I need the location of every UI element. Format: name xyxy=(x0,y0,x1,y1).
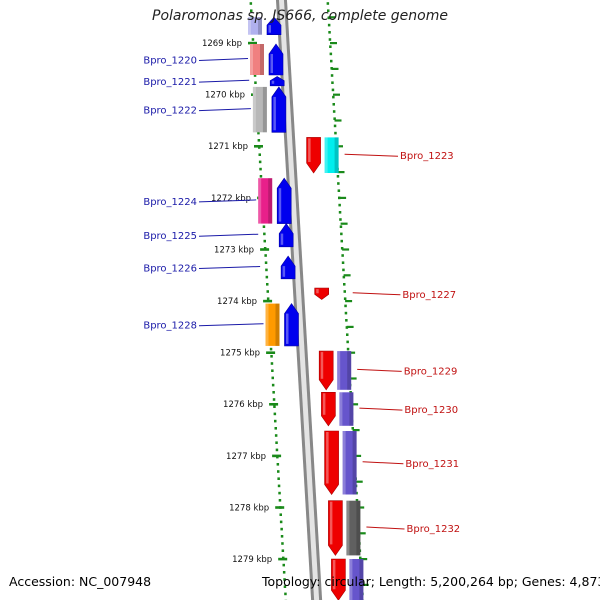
gene-label-Bpro_1231: Bpro_1231 xyxy=(405,459,459,470)
cds-arrow-Bpro_1219 xyxy=(266,16,282,36)
cds-arrow-Bpro_1230 xyxy=(321,391,336,427)
ruler-tick-label: 1273 kbp xyxy=(214,245,254,255)
cog-box-Bpro_1222 xyxy=(252,86,267,133)
cog-box-Bpro_1229 xyxy=(337,351,352,390)
gene-label-Bpro_1222: Bpro_1222 xyxy=(143,106,197,117)
cds-arrow-Bpro_1232 xyxy=(328,500,343,556)
gene-label-Bpro_1227: Bpro_1227 xyxy=(402,290,456,301)
gene-leader-Bpro_1223 xyxy=(344,153,399,157)
ruler-tick-label: 1269 kbp xyxy=(202,39,242,49)
gene-features xyxy=(248,16,364,600)
gene-leader-Bpro_1224 xyxy=(198,199,257,203)
cds-arrow-Bpro_1220 xyxy=(268,43,284,76)
ruler-tick-label: 1270 kbp xyxy=(205,91,245,101)
ruler-tick-mark xyxy=(275,506,285,509)
cds-arrow-Bpro_1227 xyxy=(314,287,330,300)
ruler-tick-label: 1274 kbp xyxy=(217,297,257,307)
gene-label-Bpro_1221: Bpro_1221 xyxy=(143,77,197,88)
ruler-tick-label: 1277 kbp xyxy=(226,452,266,462)
ruler-tick-label: 1276 kbp xyxy=(223,400,263,410)
cds-arrow-Bpro_1222 xyxy=(271,86,287,133)
ruler-tick-label: 1272 kbp xyxy=(211,194,251,204)
topology-text: Topology: circular; Length: 5,200,264 bp… xyxy=(262,574,600,589)
gene-leader-Bpro_1222 xyxy=(198,108,251,112)
gene-leader-Bpro_1228 xyxy=(198,323,264,327)
backbone-fill xyxy=(277,0,321,600)
ruler-ticks: 1269 kbp 1270 kbp 1271 kbp 1272 kbp 1273 kbp… xyxy=(202,2,369,600)
gene-label-Bpro_1224: Bpro_1224 xyxy=(143,197,197,208)
gene-label-Bpro_1232: Bpro_1232 xyxy=(407,524,461,535)
gene-leader-Bpro_1229 xyxy=(357,368,402,372)
ruler-tick-label: 1275 kbp xyxy=(220,349,260,359)
cds-arrow-Bpro_1226 xyxy=(280,255,296,280)
cog-box-Bpro_1230 xyxy=(339,392,354,426)
gene-label-Bpro_1230: Bpro_1230 xyxy=(404,405,458,416)
cds-arrow-Bpro_1223 xyxy=(306,137,321,174)
backbone-line xyxy=(275,0,315,600)
gene-leader-Bpro_1221 xyxy=(198,79,250,83)
ruler-tick-mark xyxy=(260,248,270,251)
gene-label-Bpro_1228: Bpro_1228 xyxy=(143,321,197,332)
cog-box-Bpro_1233 xyxy=(349,559,364,600)
ruler-tick-mark xyxy=(263,299,273,303)
cds-arrow-Bpro_1225 xyxy=(278,223,294,248)
gene-label-Bpro_1229: Bpro_1229 xyxy=(404,366,458,377)
backbone-line xyxy=(283,0,323,600)
gene-label-Bpro_1226: Bpro_1226 xyxy=(143,263,197,274)
gene-leader-Bpro_1232 xyxy=(366,526,405,530)
accession-text: Accession: NC_007948 xyxy=(9,574,152,589)
gene-leader-Bpro_1226 xyxy=(198,266,261,269)
ruler-tick-mark xyxy=(278,557,288,561)
gene-leader-Bpro_1220 xyxy=(198,58,249,62)
gene-label-Bpro_1223: Bpro_1223 xyxy=(400,151,454,162)
gene-leader-Bpro_1227 xyxy=(352,292,401,296)
cog-box-Bpro_1220 xyxy=(250,44,264,75)
gene-leader-Bpro_1230 xyxy=(359,407,403,411)
cog-box-Bpro_1219 xyxy=(248,17,262,35)
cds-arrow-Bpro_1228 xyxy=(284,303,299,347)
ruler-tick-mark xyxy=(269,403,279,406)
gene-labels: Bpro_1220 Bpro_1221 Bpro_1222 Bpro_1223 Bpro… xyxy=(143,56,460,536)
cog-box-Bpro_1231 xyxy=(342,431,357,495)
gene-leader-Bpro_1225 xyxy=(198,233,259,237)
ruler-tick-label: 1278 kbp xyxy=(229,503,269,513)
gene-label-Bpro_1225: Bpro_1225 xyxy=(143,231,197,242)
genome-backbone xyxy=(275,0,323,600)
ruler-tick-mark xyxy=(248,41,257,45)
cog-box-Bpro_1228 xyxy=(265,303,280,346)
cog-box-Bpro_1232 xyxy=(346,500,361,556)
ruler-tick-mark xyxy=(272,454,282,458)
ruler-tick-mark xyxy=(254,145,263,148)
cds-arrow-Bpro_1233 xyxy=(331,558,346,600)
gene-leader-Bpro_1231 xyxy=(362,461,404,465)
cds-arrow-Bpro_1221 xyxy=(269,76,285,87)
gene-label-Bpro_1220: Bpro_1220 xyxy=(143,56,197,67)
cds-arrow-Bpro_1231 xyxy=(324,430,339,496)
map-title: Polaromonas sp. JS666, complete genome xyxy=(152,8,448,24)
cds-arrow-Bpro_1229 xyxy=(318,350,334,391)
cog-box-Bpro_1224 xyxy=(258,178,273,224)
ruler-tick-label: 1279 kbp xyxy=(232,555,272,565)
cds-arrow-Bpro_1224 xyxy=(276,177,292,224)
cog-box-Bpro_1223 xyxy=(324,137,339,173)
ruler-tick-mark xyxy=(266,351,276,354)
ruler-tick-label: 1271 kbp xyxy=(208,142,248,152)
